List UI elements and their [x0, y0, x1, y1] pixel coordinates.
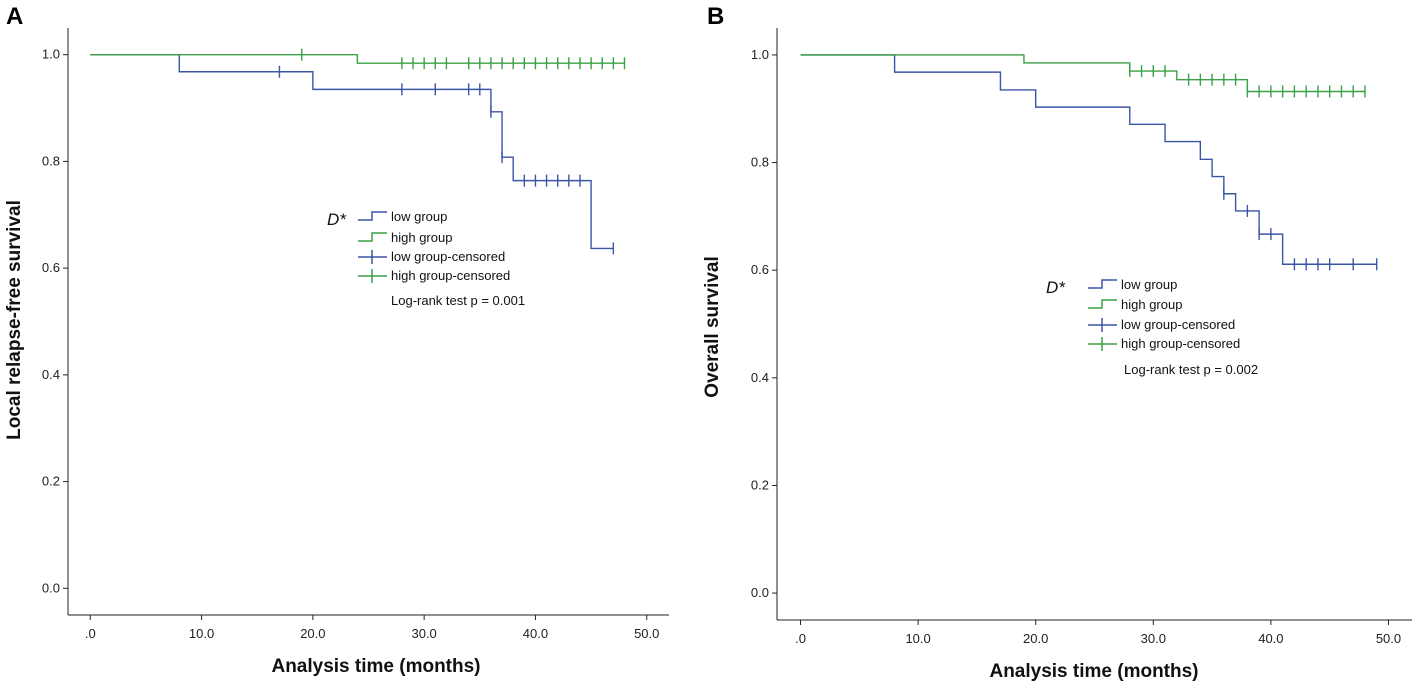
panel-b-legend-high-censored: high group-censored: [1121, 336, 1240, 351]
panel-b-x-tick-label: 10.0: [905, 631, 930, 646]
panel-a-log-rank-note: Log-rank test p = 0.001: [391, 293, 525, 308]
panel-a-y-axis-label: Local relapse-free survival: [4, 200, 25, 440]
panel-b-high-group-curve: [800, 54, 1365, 93]
panel-a-x-tick-label: 50.0: [634, 626, 659, 641]
panel-a-legend-high-censored: high group-censored: [391, 268, 510, 283]
panel-b-legend-low-group: low group: [1121, 277, 1177, 292]
panel-a-y-tick-label: 0.2: [42, 474, 60, 489]
panel-b-legend-high-group-swatch: [1088, 299, 1117, 309]
panel-a-y-tick-label: 0.0: [42, 580, 60, 595]
panel-a-high-group-curve: [90, 53, 625, 64]
panel-b-x-tick-label: 40.0: [1258, 631, 1283, 646]
panel-b-log-rank-note: Log-rank test p = 0.002: [1124, 362, 1258, 377]
panel-b-legend-low-censored: low group-censored: [1121, 317, 1235, 332]
panel-b-legend-low-censored-swatch: [1088, 318, 1117, 332]
panel-b-x-tick-label: 30.0: [1141, 631, 1166, 646]
panel-b-curves: [800, 54, 1378, 271]
panel-a-y-tick-label: 0.6: [42, 260, 60, 275]
panel-a-legend-low-censored: low group-censored: [391, 249, 505, 264]
panel-a-legend: D* low group high group low group-censor…: [327, 209, 525, 308]
panel-b-x-tick-label: .0: [795, 631, 806, 646]
panel-b-y-tick-label: 0.4: [751, 370, 769, 385]
panel-b-axes: 0.0 0.2 0.4 0.6 0.8 1.0 .0 10.0 20.0 30.0 40.0 50.0: [751, 28, 1412, 646]
panel-b-y-tick-label: 0.6: [751, 262, 769, 277]
panel-a-axes: 0.0 0.2 0.4 0.6 0.8 1.0 .0 10.0 20.0 30.0 40.0 50.0: [42, 28, 669, 641]
panel-b-low-group-curve: [800, 54, 1377, 265]
panel-b-y-tick-label: 1.0: [751, 47, 769, 62]
panel-a-y-tick-label: 0.8: [42, 153, 60, 168]
panel-a-low-group-curve: [90, 53, 614, 250]
panel-a-legend-high-group: high group: [391, 230, 452, 245]
panel-a-legend-title: D*: [327, 210, 347, 229]
panel-a-x-tick-label: 20.0: [300, 626, 325, 641]
panel-a-x-tick-label: 40.0: [523, 626, 548, 641]
panel-a-curves: [90, 48, 626, 255]
panel-a-legend-low-censored-swatch: [358, 250, 387, 264]
panel-b-legend: D* low group high group low group-censor…: [1046, 277, 1258, 377]
panel-b-y-tick-label: 0.8: [751, 155, 769, 170]
panel-a-legend-high-censored-swatch: [358, 269, 387, 283]
panel-a-x-tick-label: .0: [85, 626, 96, 641]
panel-b-y-tick-label: 0.0: [751, 585, 769, 600]
panel-b-label: B: [707, 3, 724, 30]
panel-a-x-tick-label: 30.0: [411, 626, 436, 641]
panel-b-y-tick-label: 0.2: [751, 477, 769, 492]
panel-a: A Local relapse-free survival Analysis t…: [4, 3, 669, 677]
panel-b: B Overall survival Analysis time (months…: [702, 3, 1412, 682]
panel-b-y-axis-label: Overall survival: [702, 256, 723, 398]
panel-a-y-tick-label: 0.4: [42, 367, 60, 382]
panel-a-x-axis-label: Analysis time (months): [271, 656, 480, 677]
panel-b-x-tick-label: 50.0: [1376, 631, 1401, 646]
panel-b-x-tick-label: 20.0: [1023, 631, 1048, 646]
panel-b-legend-title: D*: [1046, 278, 1066, 297]
panel-a-legend-high-group-swatch: [358, 232, 387, 242]
panel-a-x-tick-label: 10.0: [189, 626, 214, 641]
panel-b-x-axis-label: Analysis time (months): [989, 661, 1198, 682]
panel-b-legend-high-group: high group: [1121, 297, 1182, 312]
panel-b-legend-low-group-swatch: [1088, 279, 1117, 289]
panel-a-y-tick-label: 1.0: [42, 47, 60, 62]
panel-a-label: A: [6, 3, 23, 30]
panel-a-legend-low-group: low group: [391, 209, 447, 224]
panel-a-legend-low-group-swatch: [358, 211, 387, 221]
panel-b-legend-high-censored-swatch: [1088, 337, 1117, 351]
